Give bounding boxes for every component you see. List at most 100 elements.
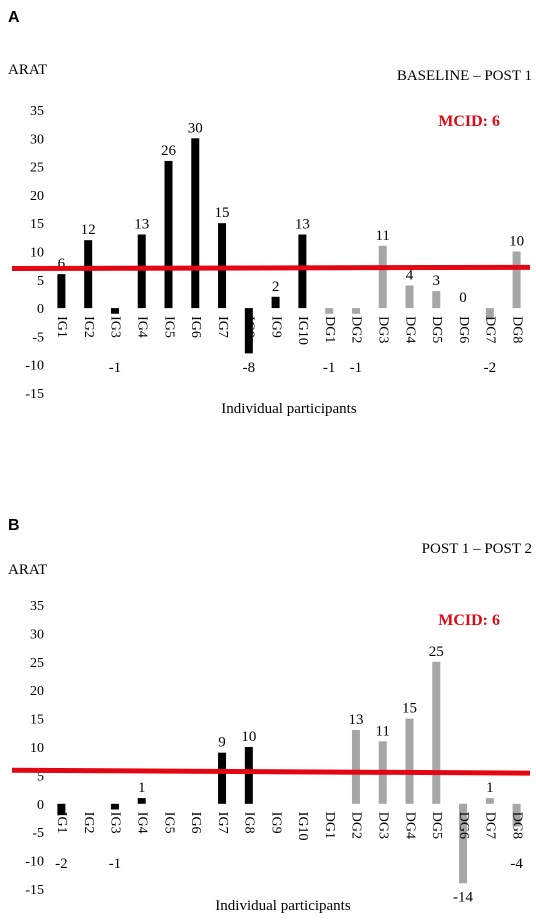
y-tick-label: 0 [37,302,44,317]
panel-a-ylabel: ARAT [8,62,47,78]
x-category-label: IG2 [81,316,96,338]
bar-ig8 [244,308,253,354]
x-category-label: DG1 [322,316,337,343]
x-category-label: IG6 [188,316,203,338]
x-category-label: DG5 [429,812,444,839]
x-category-label: IG7 [215,812,230,834]
x-category-label: IG6 [188,812,203,834]
x-category-label: IG5 [161,812,176,834]
x-category-label: IG3 [108,812,123,834]
bar-dg5 [432,291,441,309]
x-category-label: DG6 [456,316,471,343]
x-category-label: IG8 [242,812,257,834]
bar-ig10 [298,234,307,309]
data-label: 13 [134,217,149,233]
panel-b-xlabel: Individual participants [215,898,351,914]
data-label: 2 [272,279,280,295]
data-label: 1 [486,780,494,796]
y-tick-label: 35 [30,104,44,119]
panel-a: A BASELINE – POST 1 ARAT Individual part… [8,9,532,417]
x-category-label: IG9 [268,316,283,338]
data-label: -1 [350,360,363,376]
panel-b: B POST 1 – POST 2 ARAT Individual partic… [8,517,532,914]
x-category-label: IG9 [268,812,283,834]
x-category-label: IG1 [54,812,69,834]
panel-a-title: BASELINE – POST 1 [397,68,532,84]
bar-ig1 [57,803,66,816]
y-tick-label: -15 [25,387,44,402]
bar-ig4 [137,798,146,804]
panel-a-letter: A [8,9,20,26]
x-category-label: DG2 [349,316,364,343]
data-label: 4 [406,267,414,283]
bar-ig6 [191,138,200,309]
data-label: -4 [510,856,523,872]
y-tick-label: -10 [25,855,44,870]
x-category-label: DG6 [456,812,471,839]
panel-a-xlabel: Individual participants [221,401,357,417]
bar-dg7 [485,798,494,804]
bar-dg8 [512,803,521,827]
bar-dg6 [459,803,468,884]
y-tick-label: 15 [30,713,44,728]
x-category-label: IG1 [54,316,69,338]
bar-dg5 [432,661,441,804]
y-tick-label: 30 [30,627,44,642]
bar-dg4 [405,285,414,309]
y-tick-label: 25 [30,161,44,176]
panel-b-letter: B [8,517,20,534]
x-category-label: IG5 [161,316,176,338]
data-label: 12 [81,222,96,238]
y-tick-label: 5 [37,769,44,784]
data-label: 25 [429,644,444,660]
bar-ig5 [164,160,173,309]
bar-dg2 [351,729,360,804]
x-category-label: IG3 [108,316,123,338]
bar-dg4 [405,718,414,804]
mcid-reference-line [11,767,531,776]
y-tick-label: 35 [30,599,44,614]
data-label: 11 [375,228,389,244]
x-category-label: IG4 [135,316,150,338]
bar-ig9 [271,296,280,309]
bar-dg3 [378,245,387,309]
data-label: 1 [138,780,146,796]
data-label: 15 [215,205,230,221]
bar-dg1 [325,308,334,314]
x-category-label: IG10 [295,316,310,345]
data-label: -1 [323,360,336,376]
y-tick-label: 20 [30,189,44,204]
y-tick-label: 5 [37,274,44,289]
x-category-label: DG8 [509,812,524,839]
panel-b-mcid-label: MCID: 6 [438,612,500,629]
y-tick-label: 15 [30,217,44,232]
data-label: 26 [161,143,177,159]
panel-a-mcid-label: MCID: 6 [438,113,500,130]
mcid-reference-line [11,264,531,271]
x-category-label: DG3 [376,812,391,839]
data-label: 3 [433,273,441,289]
bar-ig8 [244,747,253,804]
y-tick-label: 10 [30,246,44,261]
data-label: 11 [375,723,389,739]
y-tick-label: 30 [30,132,44,147]
y-tick-label: 0 [37,798,44,813]
data-label: 15 [402,701,417,717]
x-category-label: DG4 [402,812,417,839]
bar-dg8 [512,251,521,309]
x-category-label: DG7 [483,812,498,839]
data-label: 6 [58,256,66,272]
y-tick-label: 25 [30,656,44,671]
data-label: 0 [459,290,467,306]
data-label: 13 [348,712,363,728]
data-label: 10 [241,729,256,745]
bar-ig1 [57,274,66,309]
panel-b-ylabel: ARAT [8,562,47,578]
x-category-label: DG5 [429,316,444,343]
data-label: 30 [188,120,203,136]
panel-b-title: POST 1 – POST 2 [422,541,532,557]
y-tick-label: 10 [30,741,44,756]
x-category-label: IG7 [215,316,230,338]
